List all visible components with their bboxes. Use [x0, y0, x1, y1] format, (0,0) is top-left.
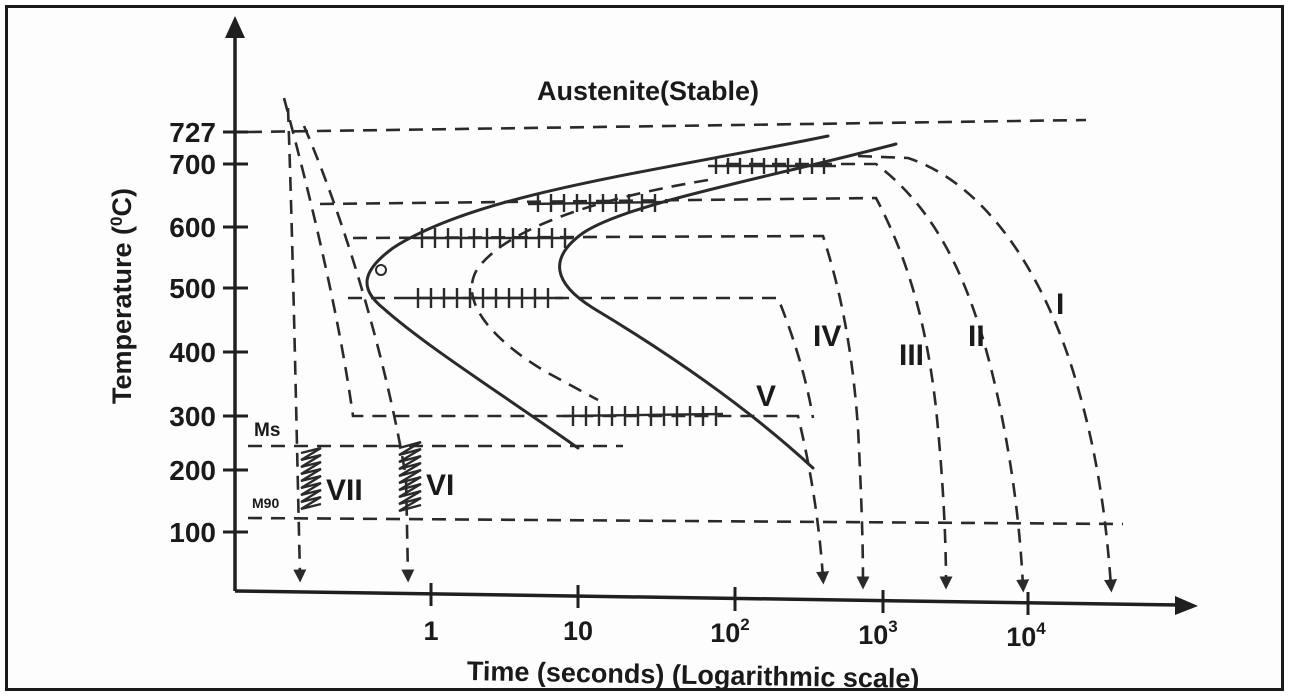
hatch-region-580	[413, 228, 573, 248]
x-tick-10e2: 102	[710, 615, 750, 648]
x-axis	[234, 589, 1181, 607]
curve-label-V: V	[756, 380, 776, 413]
curve-label-II: II	[968, 320, 985, 353]
curve-label-VII: VII	[326, 474, 363, 507]
curve-label-IV: IV	[813, 320, 841, 353]
transformation-start-curve	[365, 134, 830, 450]
transformation-finish-curve	[558, 142, 898, 470]
x-tick-marks	[429, 583, 1030, 615]
cooling-curve-I	[857, 154, 1118, 593]
x-axis-arrow-icon	[1175, 596, 1198, 615]
x-tick-10: 10	[563, 616, 593, 646]
m90-label: M90	[252, 495, 279, 511]
isothermal-line-480	[348, 296, 815, 419]
y-axis-label: Temperature (0C)	[107, 188, 138, 404]
diagram-title: Austenite(Stable)	[537, 76, 759, 106]
y-axis-arrow-icon	[225, 16, 245, 38]
y-tick-200: 200	[169, 455, 216, 486]
y-tick-600: 600	[169, 212, 216, 243]
eutectoid-line	[247, 118, 1087, 134]
curve-label-I: I	[1056, 288, 1064, 321]
m90-line	[247, 516, 1124, 526]
martensite-hatch-VI	[398, 440, 422, 513]
y-tick-300: 300	[169, 401, 216, 432]
y-tick-400: 400	[169, 337, 216, 368]
curve-label-III: III	[899, 339, 924, 372]
ttt-diagram: Austenite(Stable) Temperature (0C) 727 7…	[107, 16, 1198, 688]
cooling-curve-V	[282, 97, 830, 585]
x-axis-label: Time (seconds) (Logarithmic scale)	[467, 656, 920, 688]
diagram-frame: Austenite(Stable) Temperature (0C) 727 7…	[5, 5, 1284, 691]
y-tick-727: 727	[169, 117, 216, 148]
cooling-curve-II	[726, 162, 1030, 593]
y-tick-700: 700	[169, 149, 216, 180]
hatch-region-620	[527, 194, 669, 212]
curve-label-VI: VI	[426, 469, 454, 502]
x-tick-1: 1	[423, 616, 438, 646]
cooling-curve-VI	[302, 125, 415, 583]
hatch-region-480	[408, 288, 563, 308]
martensite-hatch-VII	[300, 446, 322, 511]
x-tick-10e4: 104	[1006, 619, 1046, 652]
cooling-curve-III	[319, 196, 953, 590]
y-tick-100: 100	[169, 517, 216, 548]
x-tick-10e3: 103	[858, 617, 898, 650]
nose-point	[375, 264, 387, 276]
half-transformation-curve	[470, 178, 709, 402]
cooling-curve-IV	[352, 234, 870, 590]
ms-label: Ms	[254, 420, 280, 441]
y-tick-marks	[223, 130, 248, 534]
hatch-region-700	[708, 158, 836, 174]
cooling-curve-VII	[286, 107, 307, 583]
y-tick-500: 500	[169, 273, 216, 304]
hatch-region-300	[562, 406, 724, 426]
